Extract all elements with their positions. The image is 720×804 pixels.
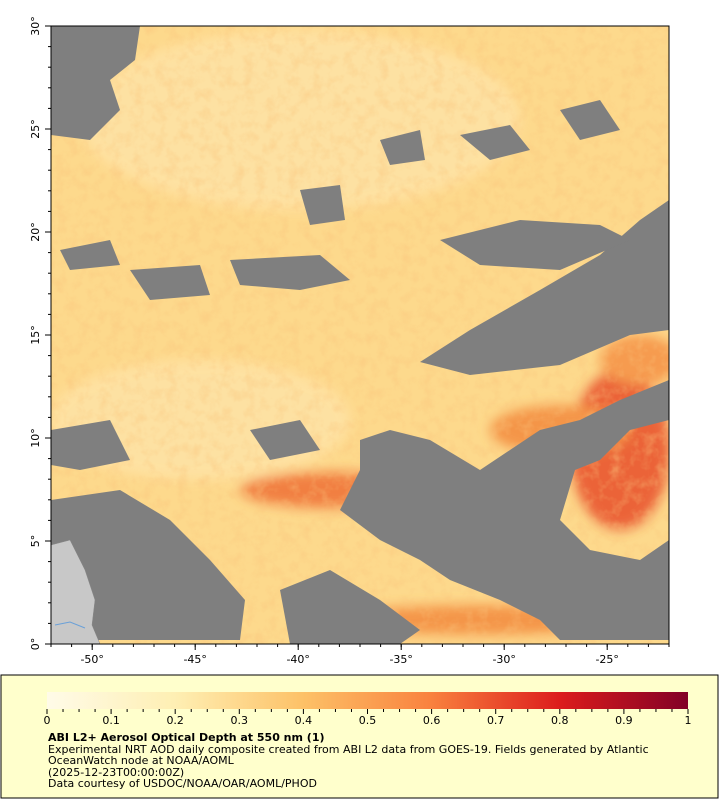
colorbar-axis: 0 0.1 0.2 0.3 0.4 0.5 0.6 0.7 0.8 0.9 1	[44, 709, 692, 727]
y-tick-label: 5°	[29, 535, 42, 548]
colorbar	[47, 692, 688, 709]
caption-title: ABI L2+ Aerosol Optical Depth at 550 nm …	[48, 731, 325, 744]
caption-line: Data courtesy of USDOC/NOAA/OAR/AOML/PHO…	[48, 777, 317, 790]
colorbar-tick-label: 0.3	[231, 714, 249, 727]
y-tick-label: 20°	[29, 222, 42, 242]
colorbar-tick-label: 0.6	[423, 714, 441, 727]
colorbar-tick-label: 0.1	[102, 714, 120, 727]
map-image	[51, 26, 669, 644]
x-tick-label: -40°	[286, 653, 309, 666]
colorbar-tick-label: 0.2	[166, 714, 184, 727]
y-tick-label: 0°	[29, 638, 42, 651]
colorbar-tick-label: 0	[44, 714, 51, 727]
x-tick-label: -35°	[389, 653, 412, 666]
y-tick-label: 25°	[29, 119, 42, 139]
y-tick-label: 15°	[29, 325, 42, 345]
caption-line: Experimental NRT AOD daily composite cre…	[48, 743, 649, 756]
caption-line: OceanWatch node at NOAA/AOML	[48, 754, 235, 767]
colorbar-tick-label: 1	[685, 714, 692, 727]
caption-line: (2025-12-23T00:00:00Z)	[48, 766, 184, 779]
x-tick-label: -50°	[80, 653, 103, 666]
x-tick-label: -45°	[183, 653, 206, 666]
axes: -50° -45° -40° -35° -30° -25° 0° 5° 10° 15° 20° 25°…	[29, 16, 670, 666]
colorbar-tick-label: 0.7	[487, 714, 505, 727]
x-tick-label: -25°	[595, 653, 618, 666]
colorbar-tick-label: 0.4	[295, 714, 313, 727]
y-tick-label: 10°	[29, 428, 42, 448]
colorbar-tick-label: 0.5	[359, 714, 377, 727]
x-tick-label: -30°	[492, 653, 515, 666]
colorbar-tick-label: 0.9	[615, 714, 633, 727]
colorbar-tick-label: 0.8	[551, 714, 569, 727]
y-tick-label: 30°	[29, 16, 42, 36]
